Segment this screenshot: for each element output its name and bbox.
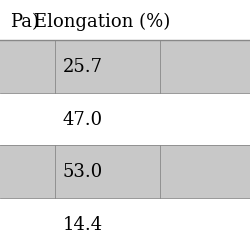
Text: Pa): Pa): [10, 13, 39, 31]
Bar: [0, 40, 250, 92]
Bar: [0, 198, 250, 250]
Text: 47.0: 47.0: [62, 111, 103, 129]
Text: 14.4: 14.4: [62, 216, 103, 234]
Bar: [0, 92, 250, 145]
Bar: [0, 145, 250, 198]
Bar: [0, 0, 250, 40]
Text: 25.7: 25.7: [62, 58, 102, 76]
Text: Elongation (%): Elongation (%): [34, 13, 170, 31]
Text: 53.0: 53.0: [62, 163, 103, 181]
